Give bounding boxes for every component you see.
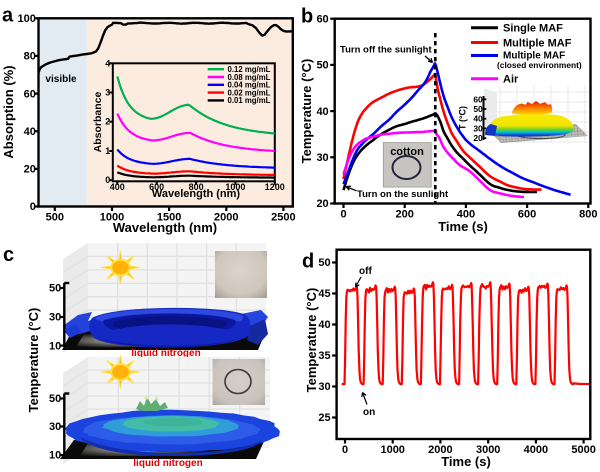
svg-text:30: 30 xyxy=(473,123,483,133)
svg-text:60: 60 xyxy=(24,88,36,100)
svg-text:2: 2 xyxy=(105,117,110,127)
svg-text:T (°C): T (°C) xyxy=(458,106,468,130)
svg-text:30: 30 xyxy=(318,381,330,393)
svg-text:1000: 1000 xyxy=(225,182,245,192)
svg-text:50: 50 xyxy=(49,283,61,295)
svg-text:4: 4 xyxy=(105,58,110,68)
svg-text:30: 30 xyxy=(49,421,61,433)
svg-text:1: 1 xyxy=(105,146,110,156)
svg-text:400: 400 xyxy=(457,209,475,221)
svg-text:3000: 3000 xyxy=(476,444,500,456)
svg-text:200: 200 xyxy=(396,209,414,221)
svg-text:40: 40 xyxy=(318,319,330,331)
svg-text:100: 100 xyxy=(18,13,36,25)
svg-text:0: 0 xyxy=(30,201,36,213)
svg-text:Multiple MAF: Multiple MAF xyxy=(503,51,565,62)
svg-text:2500: 2500 xyxy=(271,212,295,224)
svg-text:liquid nitrogen: liquid nitrogen xyxy=(131,348,200,359)
svg-text:20: 20 xyxy=(316,198,328,210)
svg-text:60: 60 xyxy=(316,13,328,25)
svg-text:0.04 mg/mL: 0.04 mg/mL xyxy=(228,81,271,90)
svg-text:10: 10 xyxy=(49,340,61,352)
svg-text:Wavelength (nm): Wavelength (nm) xyxy=(113,220,217,235)
svg-text:3: 3 xyxy=(105,88,110,98)
svg-text:30: 30 xyxy=(49,312,61,324)
svg-text:visible: visible xyxy=(45,74,77,85)
svg-text:0.01 mg/mL: 0.01 mg/mL xyxy=(228,96,271,105)
svg-text:60: 60 xyxy=(473,94,483,104)
svg-text:Absorbance: Absorbance xyxy=(92,92,104,153)
svg-text:4000: 4000 xyxy=(524,444,548,456)
svg-text:1000: 1000 xyxy=(100,212,124,224)
svg-text:liquid nitrogen: liquid nitrogen xyxy=(133,458,202,469)
svg-text:10: 10 xyxy=(49,450,61,462)
svg-text:Turn on the sunlight: Turn on the sunlight xyxy=(357,189,449,200)
svg-text:cotton: cotton xyxy=(390,146,424,158)
svg-text:1200: 1200 xyxy=(265,182,285,192)
svg-text:40: 40 xyxy=(316,106,328,118)
svg-text:1500: 1500 xyxy=(157,212,181,224)
svg-text:b: b xyxy=(301,6,313,28)
svg-text:45: 45 xyxy=(318,288,330,300)
svg-text:2000: 2000 xyxy=(428,444,452,456)
svg-text:Temperature (°C): Temperature (°C) xyxy=(304,288,319,393)
svg-text:50: 50 xyxy=(316,60,328,72)
svg-text:Temperature (°C): Temperature (°C) xyxy=(26,308,41,413)
svg-text:20: 20 xyxy=(24,164,36,176)
svg-text:600: 600 xyxy=(149,182,164,192)
svg-text:Wavelength (nm): Wavelength (nm) xyxy=(152,188,241,200)
svg-text:25: 25 xyxy=(318,412,330,424)
svg-text:0: 0 xyxy=(340,209,346,221)
svg-text:50: 50 xyxy=(473,104,483,114)
svg-text:0: 0 xyxy=(342,444,348,456)
svg-text:on: on xyxy=(363,407,375,418)
svg-text:40: 40 xyxy=(24,126,36,138)
svg-text:5000: 5000 xyxy=(571,444,595,456)
svg-text:1000: 1000 xyxy=(380,444,404,456)
svg-text:2000: 2000 xyxy=(214,212,238,224)
svg-text:400: 400 xyxy=(110,182,125,192)
svg-text:800: 800 xyxy=(189,182,204,192)
svg-text:Air: Air xyxy=(503,74,519,86)
svg-text:20: 20 xyxy=(473,133,483,143)
svg-text:Turn off the sunlight: Turn off the sunlight xyxy=(340,45,432,56)
svg-text:50: 50 xyxy=(318,257,330,269)
svg-text:d: d xyxy=(302,251,314,273)
svg-text:0: 0 xyxy=(105,175,110,185)
svg-text:80: 80 xyxy=(24,51,36,63)
svg-text:40: 40 xyxy=(473,114,483,124)
svg-text:500: 500 xyxy=(46,212,64,224)
svg-text:30: 30 xyxy=(316,152,328,164)
svg-text:0.02 mg/mL: 0.02 mg/mL xyxy=(228,88,271,97)
svg-text:Time (s): Time (s) xyxy=(441,454,491,469)
svg-text:0.12 mg/mL: 0.12 mg/mL xyxy=(228,65,271,74)
svg-text:800: 800 xyxy=(579,209,597,221)
svg-text:0.08 mg/mL: 0.08 mg/mL xyxy=(228,73,271,82)
svg-text:50: 50 xyxy=(49,393,61,405)
svg-text:600: 600 xyxy=(518,209,536,221)
svg-text:Absorption (%): Absorption (%) xyxy=(1,65,16,158)
svg-text:Time (s): Time (s) xyxy=(438,219,488,234)
svg-text:(closed environment): (closed environment) xyxy=(497,60,582,70)
svg-text:a: a xyxy=(2,5,14,27)
svg-text:35: 35 xyxy=(318,350,330,362)
svg-text:off: off xyxy=(359,266,372,277)
svg-text:Single MAF: Single MAF xyxy=(503,23,563,35)
svg-text:Temperature (°C): Temperature (°C) xyxy=(299,59,314,164)
svg-text:Multiple MAF: Multiple MAF xyxy=(503,37,572,49)
svg-text:c: c xyxy=(3,244,14,266)
